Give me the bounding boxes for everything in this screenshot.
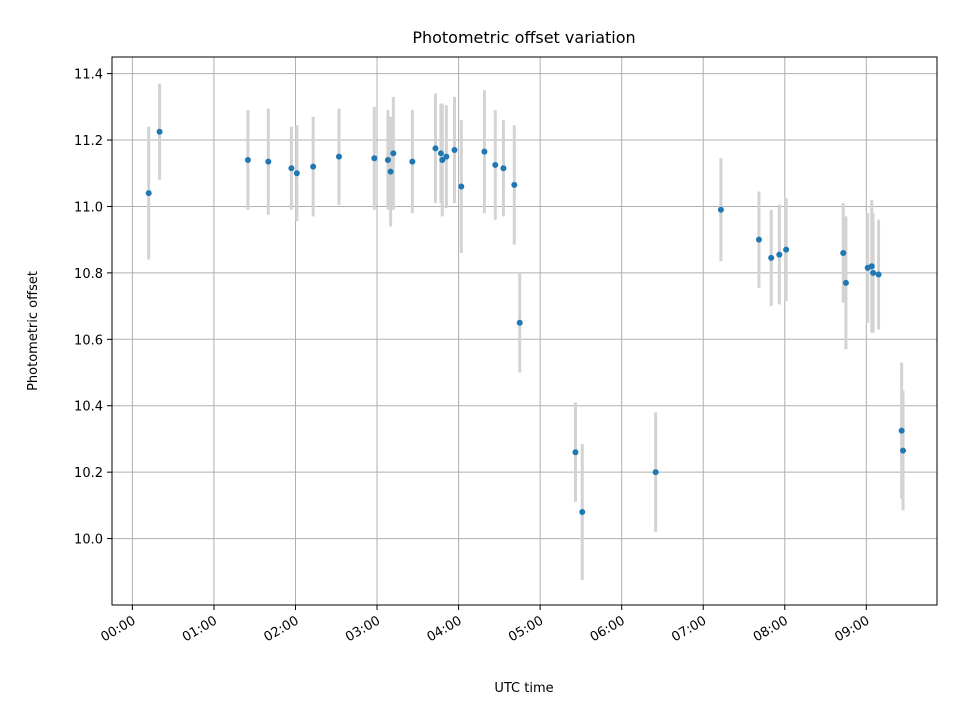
data-point xyxy=(900,447,907,454)
data-point xyxy=(244,156,251,163)
grid xyxy=(112,57,937,605)
data-point xyxy=(293,170,300,177)
y-tick-label: 10.4 xyxy=(74,400,103,415)
x-tick-label: 01:00 xyxy=(180,613,220,645)
data-point xyxy=(288,165,295,172)
data-point xyxy=(335,153,342,160)
data-point xyxy=(870,269,877,276)
data-point xyxy=(458,183,465,190)
y-axis-ticks: 10.0 10.2 10.4 10.6 10.8 11.0 11.2 11.4 xyxy=(74,68,112,548)
data-point xyxy=(717,206,724,213)
data-point xyxy=(511,181,518,188)
plot-frame xyxy=(111,56,938,606)
x-tick-label: 04:00 xyxy=(425,613,465,645)
x-tick-label: 06:00 xyxy=(588,613,628,645)
data-point xyxy=(371,155,378,162)
data-points xyxy=(145,128,907,516)
y-tick-label: 10.8 xyxy=(74,267,103,282)
data-point xyxy=(432,145,439,152)
x-axis-ticks: 00:00 01:00 02:00 03:00 04:00 05:00 06:00 07:00… xyxy=(98,605,872,645)
x-tick-label: 07:00 xyxy=(669,613,709,645)
x-tick-label: 00:00 xyxy=(98,613,138,645)
data-point xyxy=(768,254,775,261)
x-tick-label: 08:00 xyxy=(751,613,791,645)
data-point xyxy=(492,161,499,168)
x-axis-label: UTC time xyxy=(494,681,553,696)
data-point xyxy=(500,165,507,172)
data-point xyxy=(387,168,394,175)
x-tick-label: 09:00 xyxy=(832,613,872,645)
x-tick-label: 02:00 xyxy=(262,613,302,645)
data-point xyxy=(481,148,488,155)
y-tick-label: 10.2 xyxy=(74,466,103,481)
data-point xyxy=(156,128,163,135)
data-point xyxy=(572,449,579,456)
y-tick-label: 11.0 xyxy=(74,200,103,215)
data-point xyxy=(579,509,586,516)
x-tick-label: 03:00 xyxy=(343,613,383,645)
data-point xyxy=(755,236,762,243)
y-tick-label: 10.6 xyxy=(74,333,103,348)
data-point xyxy=(840,249,847,256)
data-point xyxy=(265,158,272,165)
data-point xyxy=(842,279,849,286)
chart-title: Photometric offset variation xyxy=(412,28,635,47)
x-tick-label: 05:00 xyxy=(506,613,546,645)
y-axis-label: Photometric offset xyxy=(26,271,41,391)
y-tick-label: 11.4 xyxy=(74,68,103,83)
data-point xyxy=(145,190,152,197)
data-point xyxy=(776,251,783,258)
data-point xyxy=(310,163,317,170)
data-point xyxy=(451,146,458,153)
data-point xyxy=(390,150,397,157)
data-point xyxy=(443,153,450,160)
data-point xyxy=(409,158,416,165)
data-point xyxy=(868,263,875,270)
data-point xyxy=(437,150,444,157)
data-point xyxy=(875,271,882,278)
data-point xyxy=(783,246,790,253)
data-point xyxy=(516,319,523,326)
error-bars xyxy=(147,83,905,581)
y-tick-label: 11.2 xyxy=(74,134,103,149)
data-point xyxy=(384,156,391,163)
y-tick-label: 10.0 xyxy=(74,533,103,548)
data-point xyxy=(439,156,446,163)
data-point xyxy=(652,469,659,476)
data-point xyxy=(898,427,905,434)
